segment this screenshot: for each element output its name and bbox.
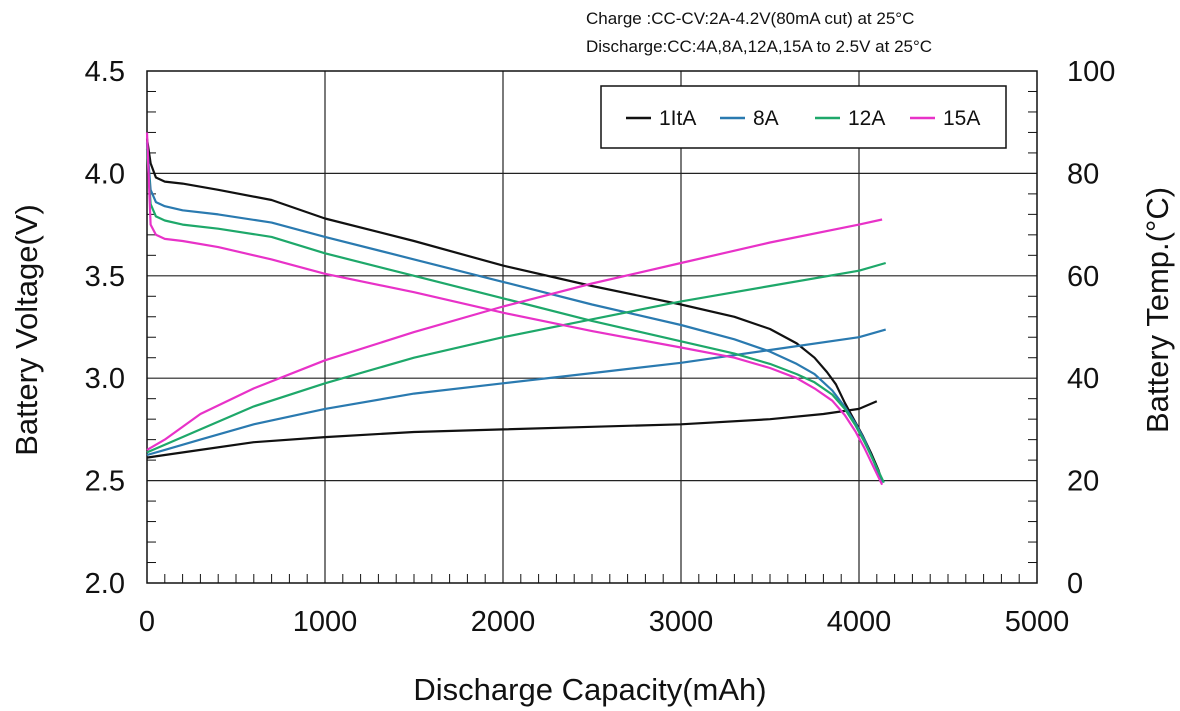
series-lines bbox=[145, 132, 887, 486]
temperature-line-3 bbox=[146, 218, 883, 451]
y2-axis-title: Battery Temp.(°C) bbox=[1140, 187, 1175, 433]
x-tick-labels: 0 1000 2000 3000 4000 5000 bbox=[139, 606, 1069, 638]
chart-note-charge: Charge :CC-CV:2A-4.2V(80mA cut) at 25°C bbox=[586, 9, 914, 28]
temperature-line-2 bbox=[146, 261, 887, 454]
y-tick-label: 4.5 bbox=[85, 56, 125, 88]
x-tick-label: 5000 bbox=[1005, 606, 1070, 638]
voltage-line-1 bbox=[145, 142, 884, 484]
y-tick-label: 3.5 bbox=[85, 261, 125, 293]
y2-tick-label: 60 bbox=[1067, 261, 1099, 293]
y-tick-label: 2.0 bbox=[85, 568, 125, 600]
x-tick-label: 2000 bbox=[471, 606, 536, 638]
x-tick-label: 0 bbox=[139, 606, 155, 638]
x-tick-label: 3000 bbox=[649, 606, 714, 638]
chart-note-discharge: Discharge:CC:4A,8A,12A,15A to 2.5V at 25… bbox=[586, 37, 932, 56]
temperature-line-0 bbox=[146, 400, 878, 459]
x-tick-label: 4000 bbox=[827, 606, 892, 638]
legend-box bbox=[600, 85, 1007, 149]
y-axis-title: Battery Voltage(V) bbox=[9, 204, 44, 456]
y2-tick-label: 100 bbox=[1067, 56, 1115, 88]
y-tick-label: 2.5 bbox=[85, 466, 125, 498]
voltage-line-3 bbox=[145, 132, 884, 486]
legend-label: 15A bbox=[943, 107, 980, 130]
y-tick-labels: 2.0 2.5 3.0 3.5 4.0 4.5 bbox=[85, 56, 125, 600]
legend: 1ItA 8A 12A 15A bbox=[600, 85, 1007, 149]
y2-tick-label: 40 bbox=[1067, 363, 1099, 395]
x-axis-title: Discharge Capacity(mAh) bbox=[413, 672, 766, 707]
y2-tick-label: 20 bbox=[1067, 466, 1099, 498]
y-tick-label: 4.0 bbox=[85, 158, 125, 190]
voltage-line-0 bbox=[145, 138, 884, 483]
voltage-line-2 bbox=[145, 148, 885, 484]
legend-label: 1ItA bbox=[659, 107, 696, 130]
plot-frame bbox=[146, 70, 1038, 584]
legend-label: 8A bbox=[753, 107, 779, 130]
grid-lines bbox=[147, 71, 1037, 583]
y2-tick-labels: 0 20 40 60 80 100 bbox=[1067, 56, 1115, 600]
temperature-line-1 bbox=[146, 328, 887, 457]
legend-label: 12A bbox=[848, 107, 885, 130]
x-tick-label: 1000 bbox=[293, 606, 358, 638]
y2-tick-label: 0 bbox=[1067, 568, 1083, 600]
y-tick-label: 3.0 bbox=[85, 363, 125, 395]
minor-ticks bbox=[147, 90, 1037, 583]
y2-tick-label: 80 bbox=[1067, 158, 1099, 190]
